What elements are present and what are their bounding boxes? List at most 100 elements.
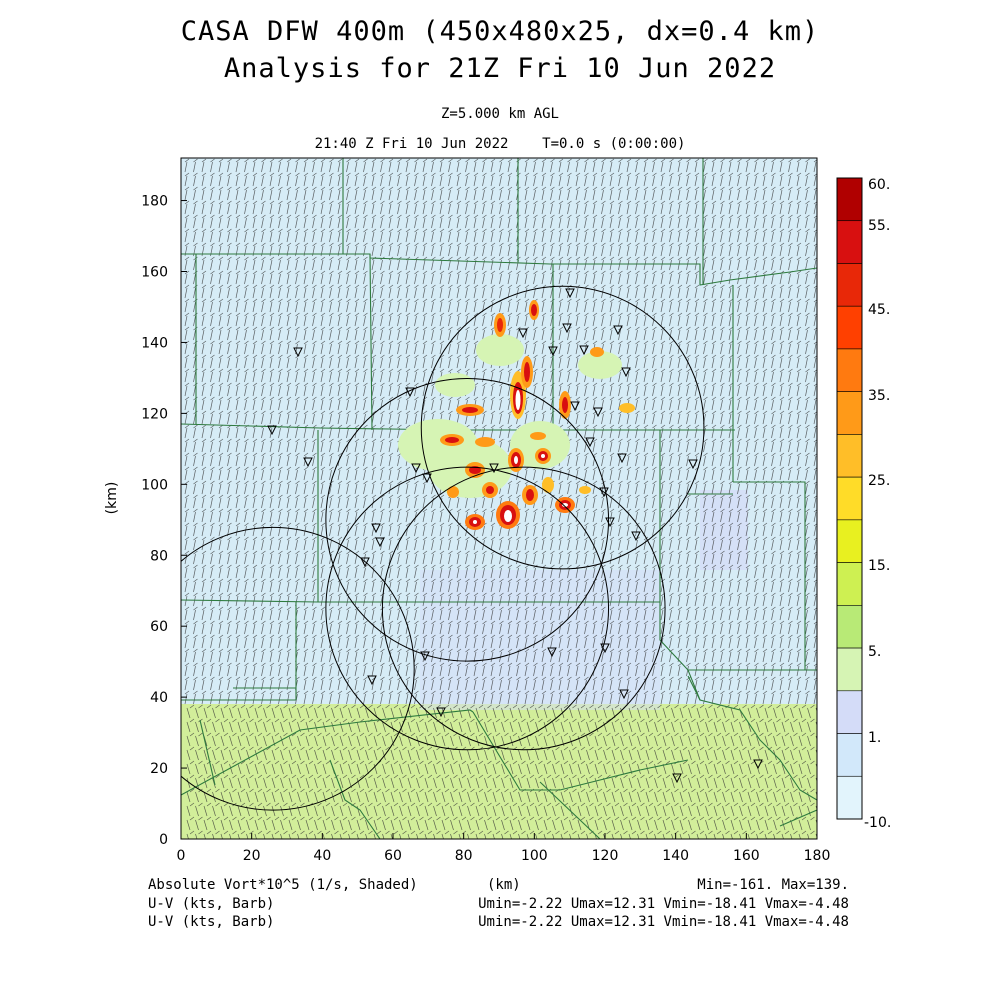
x-tick-label: 60 xyxy=(384,848,402,864)
radar-site xyxy=(570,401,580,412)
radar-ring xyxy=(181,526,415,811)
y-tick-label: 40 xyxy=(150,690,168,706)
level-label: Z=5.000 km AGL xyxy=(440,106,559,122)
x-tick-label: 20 xyxy=(243,848,261,864)
storm-cell xyxy=(514,456,518,464)
field-label: Absolute Vort*10^5 (1/s, Shaded) xyxy=(148,877,418,893)
storm-cell xyxy=(530,432,546,440)
radar-site xyxy=(267,425,277,436)
radar-ring xyxy=(325,377,610,662)
plot-frame xyxy=(180,157,818,840)
colorbar-swatch xyxy=(836,690,863,734)
county-line xyxy=(687,675,701,701)
radar-site xyxy=(621,367,631,378)
county-line xyxy=(329,759,381,839)
colorbar-label: 15. xyxy=(868,558,890,574)
radar-site xyxy=(600,643,610,654)
storm-cell xyxy=(524,362,530,382)
radar-site xyxy=(548,346,558,357)
colorbar xyxy=(836,177,863,820)
county-line xyxy=(733,481,806,670)
radar-site xyxy=(405,387,415,398)
radar-site xyxy=(605,517,615,528)
county-line xyxy=(369,253,373,431)
vector-label-1: U-V (kts, Barb) xyxy=(148,896,275,912)
minmax-label: Min=-161. Max=139. xyxy=(697,877,849,893)
radar-site xyxy=(489,463,499,474)
x-tick-label: 160 xyxy=(733,848,760,864)
storm-cell xyxy=(473,520,477,524)
storm-cell xyxy=(542,477,554,493)
weak-vorticity-patch xyxy=(420,570,660,710)
storm-cell xyxy=(578,351,622,379)
colorbar-label: 55. xyxy=(868,218,890,234)
radar-site xyxy=(631,531,641,542)
y-tick-label: 180 xyxy=(141,194,168,210)
radar-site xyxy=(599,487,609,498)
storm-cell xyxy=(619,403,635,413)
radar-site xyxy=(585,437,595,448)
storm-cell xyxy=(435,373,475,397)
radar-site xyxy=(422,473,432,484)
storm-cell xyxy=(476,334,524,366)
radar-site xyxy=(436,707,446,718)
storm-cell xyxy=(590,347,604,357)
county-line xyxy=(181,709,474,796)
y-tick-label: 20 xyxy=(150,761,168,777)
colorbar-labels: 60. 55. 45. 35. 25. 15. 5. 1. -10. xyxy=(864,177,891,831)
storm-cell xyxy=(562,397,568,413)
y-tick-labels: 0 20 40 60 80 100 120 140 160 180 xyxy=(141,194,168,848)
radar-site xyxy=(303,457,313,468)
radar-site xyxy=(593,407,603,418)
storm-cell xyxy=(447,486,459,498)
colorbar-swatch xyxy=(836,519,863,563)
y-tick-label: 0 xyxy=(159,832,168,848)
county-boundaries xyxy=(181,158,817,839)
storm-cell xyxy=(486,486,494,494)
radar-site xyxy=(688,459,698,470)
radar-site xyxy=(613,325,623,336)
radar-site xyxy=(375,537,385,548)
radar-site xyxy=(619,689,629,700)
y-tick-label: 140 xyxy=(141,335,168,351)
title-line2: Analysis for 21Z Fri 10 Jun 2022 xyxy=(223,53,777,84)
radar-site xyxy=(411,463,421,474)
vector-label-2: U-V (kts, Barb) xyxy=(148,914,275,930)
county-line xyxy=(539,781,601,839)
colorbar-label: 60. xyxy=(868,177,890,193)
colorbar-swatch xyxy=(836,434,863,478)
colorbar-label: 45. xyxy=(868,302,890,318)
radar-ring xyxy=(381,466,666,751)
storm-cell xyxy=(541,454,545,458)
radar-site xyxy=(753,759,763,770)
radar-site xyxy=(617,453,627,464)
storm-cell xyxy=(526,489,534,501)
storm-cell xyxy=(510,421,570,469)
colorbar-swatch xyxy=(836,476,863,521)
storm-cell xyxy=(475,437,495,447)
storm-cell xyxy=(579,486,591,494)
colorbar-label: -10. xyxy=(864,815,891,831)
weak-vorticity-patch xyxy=(700,490,748,570)
storm-cell xyxy=(531,304,537,316)
colorbar-label: 1. xyxy=(868,730,881,746)
y-tick-label: 100 xyxy=(141,477,168,493)
colorbar-swatch xyxy=(836,263,863,307)
county-line xyxy=(779,809,817,827)
county-line xyxy=(199,719,216,786)
y-tick-label: 160 xyxy=(141,265,168,281)
x-tick-label: 0 xyxy=(177,848,186,864)
storm-cell xyxy=(462,407,478,413)
y-tick-label: 60 xyxy=(150,619,168,635)
x-tick-label: 180 xyxy=(804,848,831,864)
colorbar-label: 35. xyxy=(868,388,890,404)
radar-site-markers xyxy=(267,288,763,784)
colorbar-frame xyxy=(836,177,863,820)
colorbar-swatch xyxy=(836,562,863,606)
radar-site xyxy=(672,773,682,784)
time-label: 21:40 Z Fri 10 Jun 2022 T=0.0 s (0:00:00… xyxy=(314,136,686,152)
radar-range-rings xyxy=(181,285,705,811)
y-tick-label: 120 xyxy=(141,406,168,422)
radar-site xyxy=(360,557,370,568)
